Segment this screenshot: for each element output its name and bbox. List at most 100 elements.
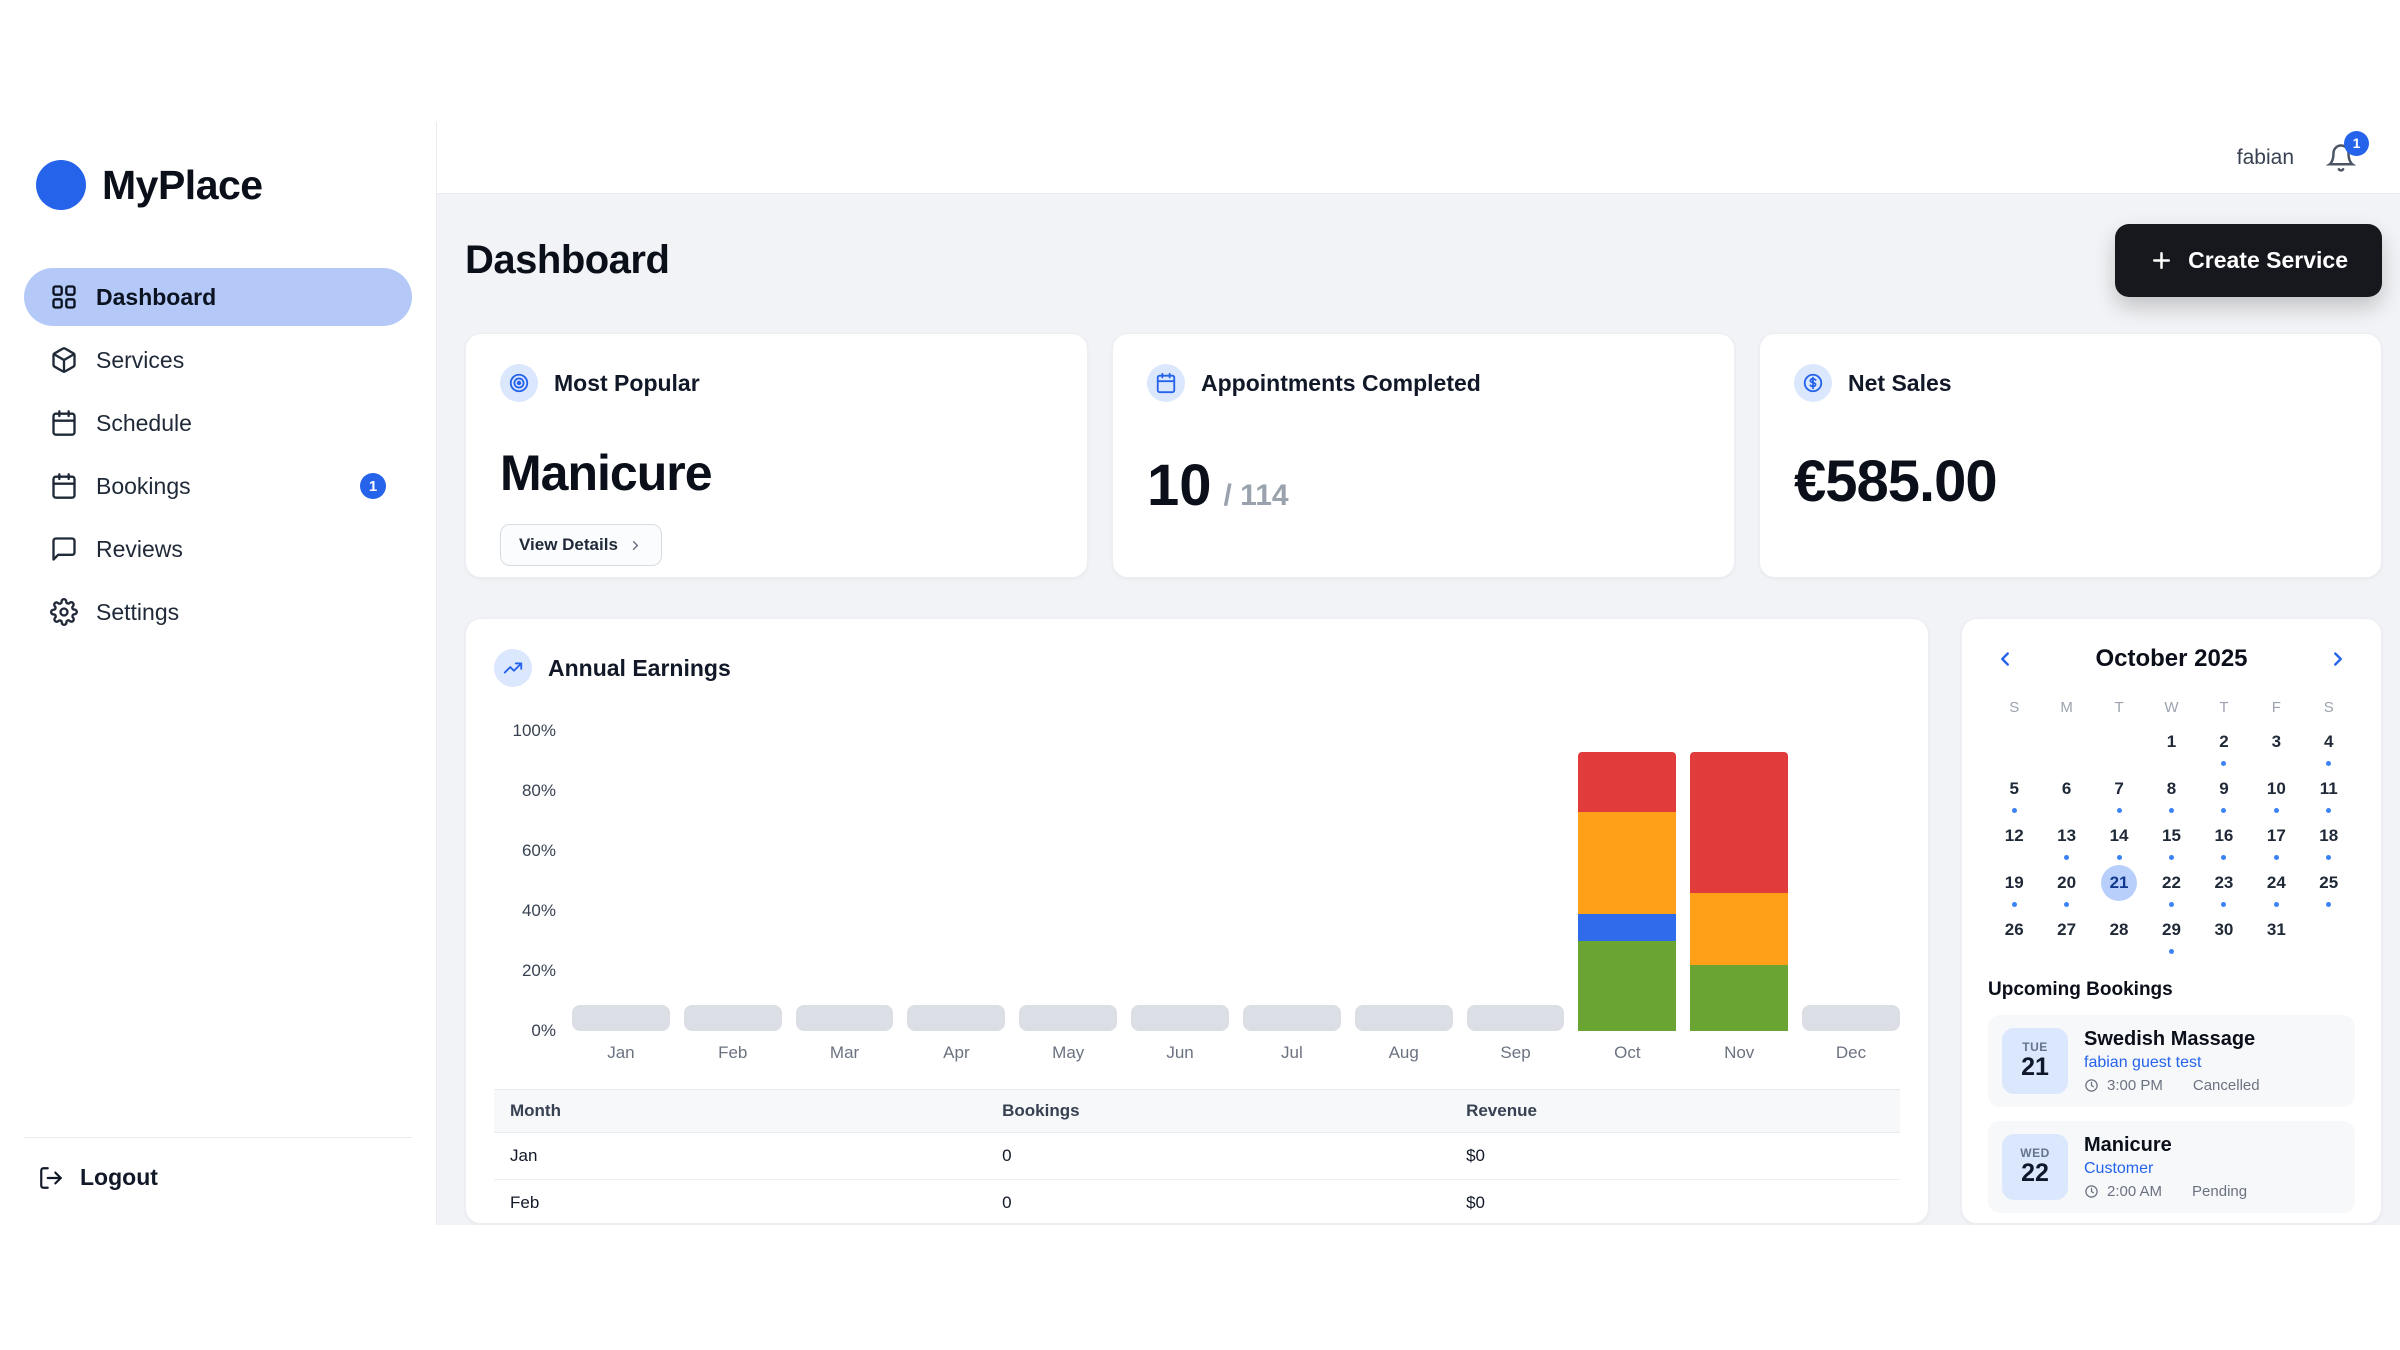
calendar-day-9[interactable]: 9	[2198, 771, 2250, 816]
earnings-table-head-row: Month Bookings Revenue	[494, 1089, 1900, 1133]
app-frame: MyPlace Dashboard Services Schedule Book…	[0, 122, 2400, 1225]
booking-dot	[2326, 855, 2332, 860]
calendar-blank-cell	[2093, 724, 2145, 769]
chevron-left-icon	[1994, 648, 2016, 670]
calendar-day-27[interactable]: 27	[2057, 920, 2077, 939]
weekday-label: S	[2323, 699, 2334, 716]
booking-dot	[2221, 808, 2227, 813]
calendar-icon	[50, 409, 78, 437]
create-service-button[interactable]: Create Service	[2115, 224, 2382, 297]
booking-dot	[2168, 808, 2174, 813]
calendar-day-19[interactable]: 19	[1988, 865, 2040, 910]
calendar-day-16[interactable]: 16	[2198, 818, 2250, 863]
booking-customer-link[interactable]: Customer	[2084, 1160, 2154, 1177]
calendar-day-4[interactable]: 4	[2303, 724, 2355, 769]
page-title: Dashboard	[465, 238, 670, 282]
calendar-day-14[interactable]: 14	[2093, 818, 2145, 863]
booking-customer-link[interactable]: fabian guest test	[2084, 1054, 2202, 1071]
username[interactable]: fabian	[2236, 145, 2294, 169]
calendar-day-28[interactable]: 28	[2109, 920, 2129, 939]
table-row: Feb 0 $0	[494, 1179, 1900, 1223]
calendar-day-26[interactable]: 26	[2004, 920, 2024, 939]
calendar-day-30[interactable]: 30	[2214, 920, 2234, 939]
sidebar-item-schedule[interactable]: Schedule	[24, 394, 412, 452]
view-details-button[interactable]: View Details	[500, 524, 662, 566]
booking-dot	[2326, 808, 2332, 813]
calendar-day-24[interactable]: 24	[2250, 865, 2302, 910]
calendar-day-6[interactable]: 6	[2061, 779, 2072, 798]
calendar-day-12[interactable]: 12	[2004, 826, 2024, 845]
booking-dot	[2273, 855, 2279, 860]
sidebar-item-settings[interactable]: Settings	[24, 583, 412, 641]
net-sales-card: Net Sales €585.00	[1759, 333, 2382, 578]
table-cell: Jan	[494, 1132, 987, 1180]
booking-dot	[2064, 855, 2070, 860]
booking-dot	[2273, 808, 2279, 813]
booking-dot	[2221, 855, 2227, 860]
sidebar-item-reviews[interactable]: Reviews	[24, 520, 412, 578]
calendar-day-15[interactable]: 15	[2145, 818, 2197, 863]
booking-dot	[2168, 902, 2174, 907]
stats-row: Most Popular Manicure View Details Appoi…	[465, 333, 2382, 578]
calendar-day-5[interactable]: 5	[1988, 771, 2040, 816]
y-axis-label: 80%	[521, 781, 556, 800]
logout-button[interactable]: Logout	[38, 1164, 158, 1191]
calendar-day-25[interactable]: 25	[2303, 865, 2355, 910]
bar-empty-feb	[683, 1005, 782, 1031]
booking-dot	[2326, 902, 2332, 907]
calendar-day-2[interactable]: 2	[2198, 724, 2250, 769]
x-axis-label: May	[1052, 1043, 1085, 1062]
table-column-header: Revenue	[1450, 1089, 1900, 1133]
sidebar-footer: Logout	[24, 1137, 412, 1197]
bookings-count-badge: 1	[360, 473, 386, 499]
calendar-day-21[interactable]: 21	[2093, 865, 2145, 910]
calendar-day-22[interactable]: 22	[2145, 865, 2197, 910]
sidebar-item-label: Schedule	[96, 409, 192, 436]
x-axis-label: Dec	[1835, 1043, 1867, 1062]
y-axis-label: 100%	[512, 721, 556, 740]
booking-item[interactable]: TUE 21 Swedish Massage fabian guest test…	[1988, 1015, 2355, 1107]
booking-item[interactable]: WED 22 Manicure Customer 2:00 AM Pending	[1988, 1121, 2355, 1213]
x-axis-label: Jun	[1166, 1043, 1194, 1062]
appointments-total-value: / 114	[1223, 479, 1289, 512]
calendar-day-29[interactable]: 29	[2145, 912, 2197, 957]
calendar-day-10[interactable]: 10	[2250, 771, 2302, 816]
net-sales-value: €585.00	[1794, 449, 1998, 514]
calendar-prev-button[interactable]	[1994, 648, 2016, 670]
calendar-day-1[interactable]: 1	[2166, 732, 2177, 751]
clock-icon	[2084, 1184, 2099, 1199]
booking-date-badge: TUE 21	[2002, 1028, 2068, 1094]
calendar-day-17[interactable]: 17	[2250, 818, 2302, 863]
calendar-day-20[interactable]: 20	[2040, 865, 2092, 910]
x-axis-label: Jan	[607, 1043, 635, 1062]
gear-icon	[50, 598, 78, 626]
chart-y-axis: 100% 80% 60% 40% 20% 0%	[494, 721, 572, 1040]
orange-segment	[1690, 893, 1789, 965]
weekday-label: S	[2009, 699, 2020, 716]
calendar-next-button[interactable]	[2327, 648, 2349, 670]
sidebar-item-services[interactable]: Services	[24, 331, 412, 389]
target-icon	[500, 364, 538, 402]
calendar-day-11[interactable]: 11	[2303, 771, 2355, 816]
bar-empty-mar	[795, 1005, 894, 1031]
calendar-day-3[interactable]: 3	[2271, 732, 2282, 751]
bar-empty-jul	[1242, 1005, 1341, 1031]
booking-day-name: TUE	[2022, 1040, 2048, 1055]
calendar-day-8[interactable]: 8	[2145, 771, 2197, 816]
notifications-button[interactable]: 1	[2326, 130, 2369, 173]
y-axis-label: 0%	[531, 1021, 556, 1040]
calendar-day-31[interactable]: 31	[2266, 920, 2286, 939]
annual-earnings-card: Annual Earnings 100% 80% 60% 40% 20% 0% Jan Fe…	[465, 618, 1929, 1224]
weekday-label: F	[2271, 699, 2281, 716]
calendar-day-18[interactable]: 18	[2303, 818, 2355, 863]
booking-dot	[2116, 855, 2122, 860]
calendar-day-7[interactable]: 7	[2093, 771, 2145, 816]
sidebar-item-dashboard[interactable]: Dashboard	[24, 268, 412, 326]
appointments-completed-value: 10	[1147, 453, 1212, 518]
table-column-header: Bookings	[986, 1089, 1451, 1133]
sidebar-item-bookings[interactable]: Bookings 1	[24, 457, 412, 515]
booking-service-name: Manicure	[2084, 1134, 2172, 1156]
calendar-day-13[interactable]: 13	[2040, 818, 2092, 863]
calendar-day-23[interactable]: 23	[2198, 865, 2250, 910]
bar-nov	[1690, 752, 1789, 1031]
